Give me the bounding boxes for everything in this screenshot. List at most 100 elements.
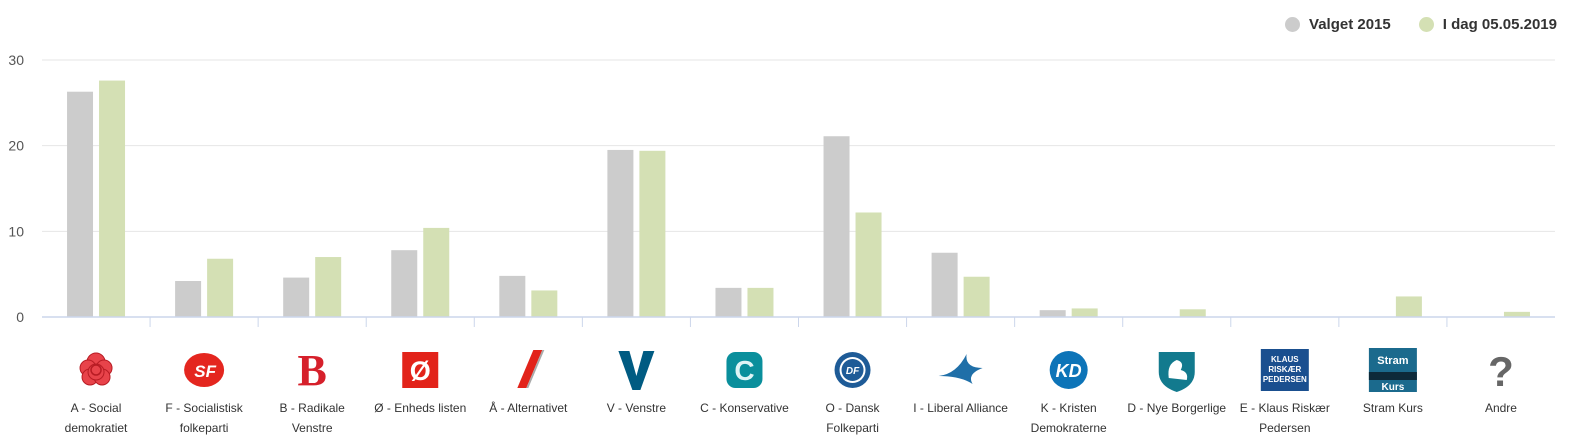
category-label: K - Kristen <box>1041 401 1097 415</box>
category-label: E - Klaus Riskær <box>1240 401 1330 415</box>
klaus-text: PEDERSEN <box>1263 375 1307 384</box>
df-logo-icon: DF <box>834 352 871 388</box>
question-mark: ? <box>1488 348 1514 395</box>
oe-logo-icon: Ø <box>402 352 439 388</box>
legend-item-valget-2015[interactable]: Valget 2015 <box>1285 16 1391 33</box>
kd-text: KD <box>1056 361 1082 381</box>
stram-text: Stram <box>1377 355 1408 367</box>
bar-valget-2015-8 <box>931 252 958 317</box>
b-logo-icon: B <box>297 346 326 395</box>
bar-valget-2015-3 <box>391 250 418 317</box>
swan-bird <box>1168 360 1188 380</box>
y-tick-label: 10 <box>8 223 24 239</box>
category-label: I - Liberal Alliance <box>913 401 1008 415</box>
legend-label-i-dag: I dag 05.05.2019 <box>1442 16 1557 33</box>
category-label: D - Nye Borgerlige <box>1127 401 1226 415</box>
aa-slash <box>517 350 543 388</box>
bar-i-dag-5 <box>639 150 666 317</box>
rose-petal <box>87 363 105 381</box>
rose-logo-icon <box>79 352 113 386</box>
sf-badge <box>184 353 225 387</box>
bar-valget-2015-4 <box>499 275 526 317</box>
df-core <box>841 359 864 381</box>
bar-i-dag-12 <box>1395 296 1422 317</box>
y-tick-label: 20 <box>8 138 24 154</box>
sf-text: SF <box>194 362 216 381</box>
oe-badge <box>402 352 439 388</box>
b-letter: B <box>297 346 326 395</box>
swallow-shape <box>938 354 983 384</box>
bar-i-dag-8 <box>963 276 990 317</box>
aa-slash-logo-icon <box>517 350 545 388</box>
v-logo-icon <box>618 351 655 390</box>
stram-stripe <box>1368 372 1417 380</box>
legend-item-i-dag[interactable]: I dag 05.05.2019 <box>1418 16 1557 33</box>
category-label: demokratiet <box>65 421 128 435</box>
category-label: Å - Alternativet <box>489 400 568 415</box>
category-label: Pedersen <box>1259 421 1310 435</box>
category-label: Stram Kurs <box>1363 401 1423 415</box>
bar-i-dag-13 <box>1503 311 1530 317</box>
category-label: folkeparti <box>180 421 229 435</box>
oe-letter: Ø <box>410 356 431 386</box>
bar-i-dag-7 <box>855 212 882 317</box>
category-label: B - Radikale <box>279 401 345 415</box>
bar-valget-2015-6 <box>715 287 742 317</box>
swallow-logo-icon <box>938 354 983 384</box>
df-text: DF <box>846 366 860 377</box>
c-logo-icon: C <box>726 352 763 388</box>
y-axis-tick-labels: 0 10 20 30 <box>8 52 24 325</box>
swan-logo-icon <box>1158 352 1195 392</box>
category-label: C - Konservative <box>700 401 789 415</box>
kurs-text: Kurs <box>1381 382 1404 393</box>
bar-i-dag-4 <box>531 290 558 317</box>
kd-logo-icon: KD <box>1049 351 1088 389</box>
legend-label-valget-2015: Valget 2015 <box>1309 16 1391 33</box>
y-tick-label: 30 <box>8 52 24 68</box>
stram-badge <box>1368 348 1417 392</box>
klaus-text: KLAUS <box>1271 355 1299 364</box>
bars <box>67 80 1530 318</box>
x-axis <box>42 316 1555 327</box>
category-label: Andre <box>1485 401 1517 415</box>
kd-badge <box>1049 351 1088 389</box>
sf-logo-icon: SF <box>184 353 225 387</box>
x-axis-category-labels: A - Social demokratiet F - Socialistisk fol… <box>65 400 1518 435</box>
question-mark-icon: ? <box>1488 348 1514 395</box>
category-label: Ø - Enheds listen <box>374 401 466 415</box>
bar-valget-2015-5 <box>607 149 634 317</box>
bar-valget-2015-1 <box>175 281 202 317</box>
c-letter: C <box>734 355 754 386</box>
grid-lines <box>42 59 1555 232</box>
c-badge <box>726 352 763 388</box>
bar-i-dag-2 <box>315 257 342 317</box>
bar-i-dag-6 <box>747 287 774 317</box>
bar-valget-2015-9 <box>1039 310 1066 317</box>
legend-marker-i-dag <box>1418 17 1434 32</box>
bar-i-dag-1 <box>207 258 234 317</box>
category-label: Venstre <box>292 421 333 435</box>
category-label: F - Socialistisk <box>165 401 243 415</box>
bar-i-dag-10 <box>1179 309 1206 317</box>
stram-kurs-logo-icon: Stram Kurs <box>1368 348 1417 393</box>
y-tick-label: 0 <box>16 309 24 325</box>
legend-marker-valget-2015 <box>1285 17 1301 32</box>
category-label: O - Dansk <box>826 401 881 415</box>
category-label: V - Venstre <box>607 401 667 415</box>
bar-i-dag-9 <box>1071 308 1098 317</box>
aa-shadow <box>526 350 545 388</box>
bar-i-dag-0 <box>99 80 126 317</box>
bar-i-dag-3 <box>423 227 450 317</box>
category-label: Demokraterne <box>1031 421 1107 435</box>
bar-valget-2015-7 <box>823 136 850 317</box>
category-label: A - Social <box>71 401 122 415</box>
rose-center <box>90 364 102 376</box>
klaus-badge <box>1260 349 1309 391</box>
klaus-text: RISKÆR <box>1268 365 1301 374</box>
legend: Valget 2015 I dag 05.05.2019 <box>1285 16 1557 33</box>
category-label: Folkeparti <box>826 421 879 435</box>
bar-valget-2015-2 <box>283 277 310 317</box>
